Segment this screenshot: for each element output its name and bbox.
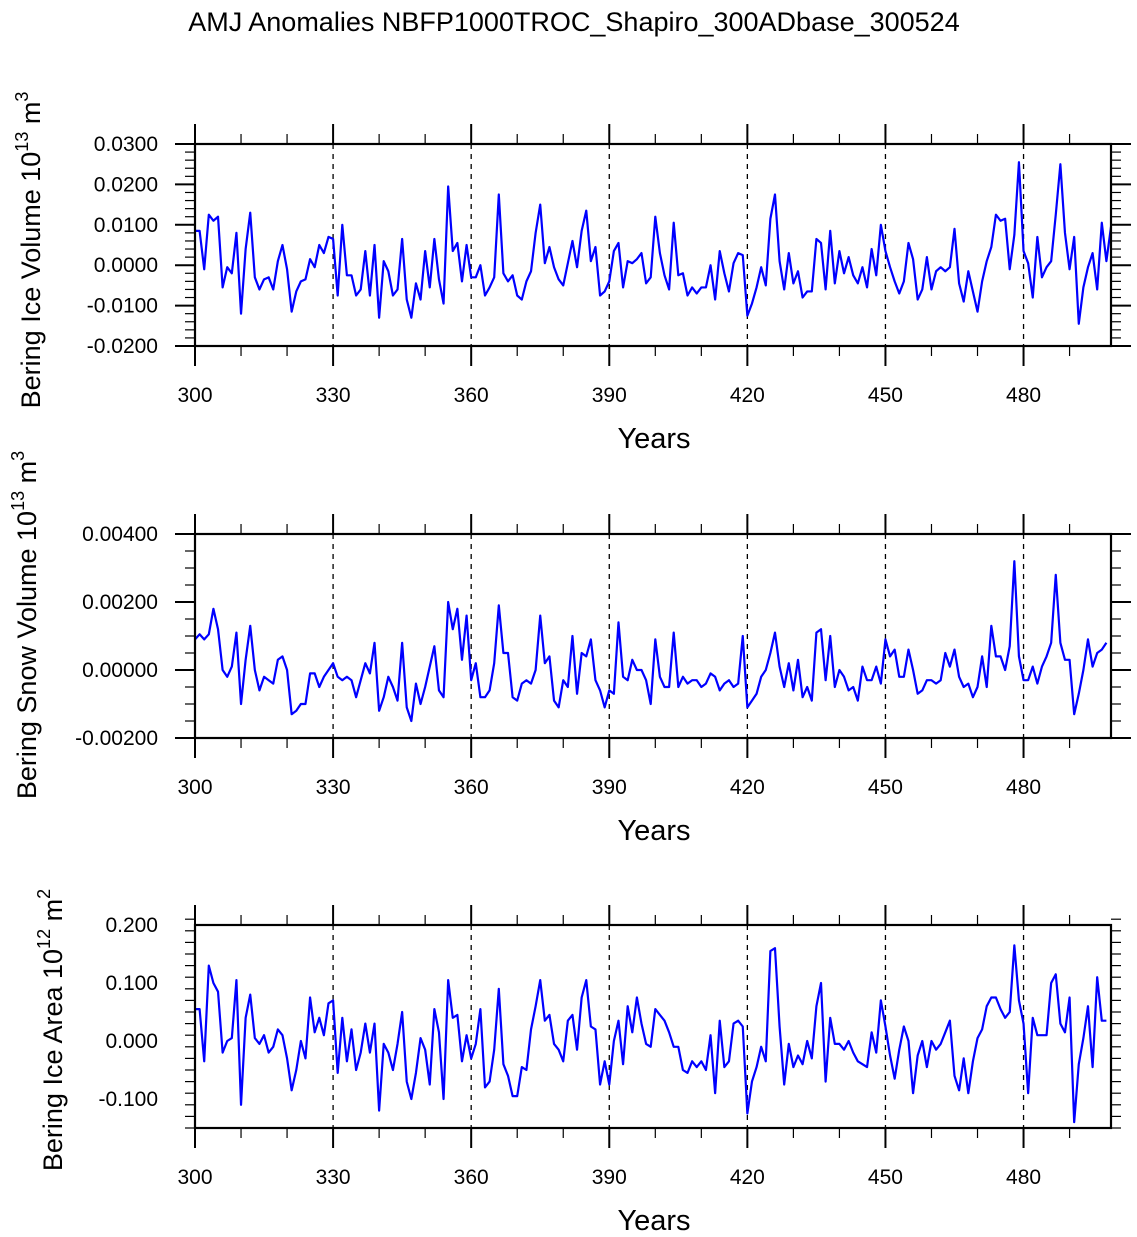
x-tick-label: 480 (1006, 1166, 1041, 1189)
x-tick-label: 330 (316, 776, 351, 799)
y-axis-unit-rest-exponent: 2 (34, 889, 54, 899)
x-tick-label: 450 (868, 384, 903, 407)
x-tick-label: 420 (730, 1166, 765, 1189)
panel-3: 300 330 360 390 420 450 480 -0.100 0.000 0.100 0.2… (34, 889, 1121, 1237)
plot-frame (193, 923, 1113, 1130)
y-tick-label: 0.0000 (94, 254, 158, 277)
x-axis-label: Years (617, 815, 690, 847)
y-tick-label: -0.0100 (87, 295, 158, 318)
series-line (194, 560, 1108, 723)
y-tick-label: 0.00000 (82, 659, 158, 682)
y-axis-unit-rest-exponent: 3 (12, 92, 32, 102)
y-axis-label-space (12, 541, 42, 549)
data-points (194, 945, 1107, 1123)
y-tick-label: -0.0200 (87, 335, 158, 358)
plot-frame (193, 142, 1113, 348)
x-tick-label: 390 (592, 776, 627, 799)
data-points (194, 162, 1112, 324)
y-axis-unit-exponent: 13 (12, 132, 32, 152)
y-tick-label: -0.00200 (75, 727, 158, 750)
x-tick-label: 450 (868, 776, 903, 799)
y-axis-unit-rest: m (16, 102, 46, 132)
y-axis-label: Bering Ice Area 1012 m2 (34, 889, 68, 1171)
y-tick-label: 0.0300 (94, 133, 158, 156)
y-tick-label: 0.000 (105, 1030, 158, 1053)
x-tick-label: 330 (316, 1166, 351, 1189)
y-tick-label: 0.0100 (94, 214, 158, 237)
y-axis-unit-base: 10 (16, 152, 46, 182)
x-tick-label: 450 (868, 1166, 903, 1189)
y-axis-label-space (16, 182, 46, 190)
x-tick-label: 300 (177, 1166, 212, 1189)
y-axis-unit-rest: m (38, 899, 68, 929)
y-axis-unit-rest: m (12, 461, 42, 491)
x-axis-label: Years (617, 1205, 690, 1237)
series-line (195, 161, 1113, 325)
y-tick-label: 0.00400 (82, 523, 158, 546)
x-tick-label: 300 (177, 776, 212, 799)
y-axis-label: Bering Ice Volume 1013 m3 (12, 92, 46, 409)
x-tick-label: 360 (454, 776, 489, 799)
y-axis-unit-base: 10 (12, 511, 42, 541)
y-tick-label: 0.200 (105, 914, 158, 937)
x-tick-label: 330 (316, 384, 351, 407)
x-tick-label: 360 (454, 384, 489, 407)
x-axis-label: Years (617, 423, 690, 455)
y-axis-label: Bering Snow Volume 1013 m3 (8, 451, 42, 799)
y-axis-label-name: Bering Snow Volume (12, 548, 42, 799)
y-tick-label: 0.0200 (94, 173, 158, 196)
y-axis-label-name: Bering Ice Volume (16, 189, 46, 408)
series-line (195, 944, 1107, 1124)
x-tick-label: 420 (730, 384, 765, 407)
panel-1: 300 330 360 390 420 450 480 -0.0200 -0.0100 0.000… (12, 92, 1131, 455)
y-axis-label-name: Bering Ice Area (38, 986, 68, 1172)
x-tick-label: 360 (454, 1166, 489, 1189)
x-tick-label: 420 (730, 776, 765, 799)
y-axis-unit-base: 10 (38, 949, 68, 979)
x-tick-label: 480 (1006, 384, 1041, 407)
plot-frame (193, 532, 1113, 740)
y-tick-label: -0.100 (98, 1088, 158, 1111)
x-tick-label: 390 (592, 1166, 627, 1189)
y-axis-label-space (38, 979, 68, 987)
y-axis-unit-rest-exponent: 3 (8, 451, 28, 461)
y-axis-unit-exponent: 12 (34, 929, 54, 949)
y-axis-unit-exponent: 13 (8, 491, 28, 511)
y-tick-label: 0.00200 (82, 591, 158, 614)
panel-2: 300 330 360 390 420 450 480 -0.00200 0.00000 0.00… (8, 451, 1131, 847)
x-tick-label: 300 (177, 384, 212, 407)
chart-title: AMJ Anomalies NBFP1000TROC_Shapiro_300AD… (188, 7, 959, 37)
y-tick-label: 0.100 (105, 972, 158, 995)
x-tick-label: 390 (592, 384, 627, 407)
x-tick-label: 480 (1006, 776, 1041, 799)
data-points (194, 561, 1107, 722)
